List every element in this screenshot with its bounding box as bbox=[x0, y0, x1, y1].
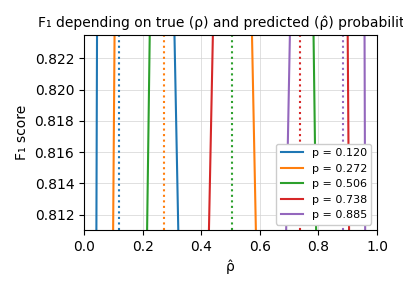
Y-axis label: F₁ score: F₁ score bbox=[15, 105, 29, 160]
Legend: p = 0.120, p = 0.272, p = 0.506, p = 0.738, p = 0.885: p = 0.120, p = 0.272, p = 0.506, p = 0.7… bbox=[276, 144, 372, 225]
Line: p = 0.738: p = 0.738 bbox=[84, 0, 377, 289]
Line: p = 0.272: p = 0.272 bbox=[84, 0, 377, 289]
Line: p = 0.120: p = 0.120 bbox=[84, 0, 377, 289]
Line: p = 0.506: p = 0.506 bbox=[84, 0, 377, 289]
Title: F₁ depending on true (ρ) and predicted (ρ̂) probabilities: F₁ depending on true (ρ) and predicted (… bbox=[37, 15, 403, 29]
X-axis label: ρ̂: ρ̂ bbox=[226, 260, 235, 274]
Line: p = 0.885: p = 0.885 bbox=[84, 0, 377, 289]
